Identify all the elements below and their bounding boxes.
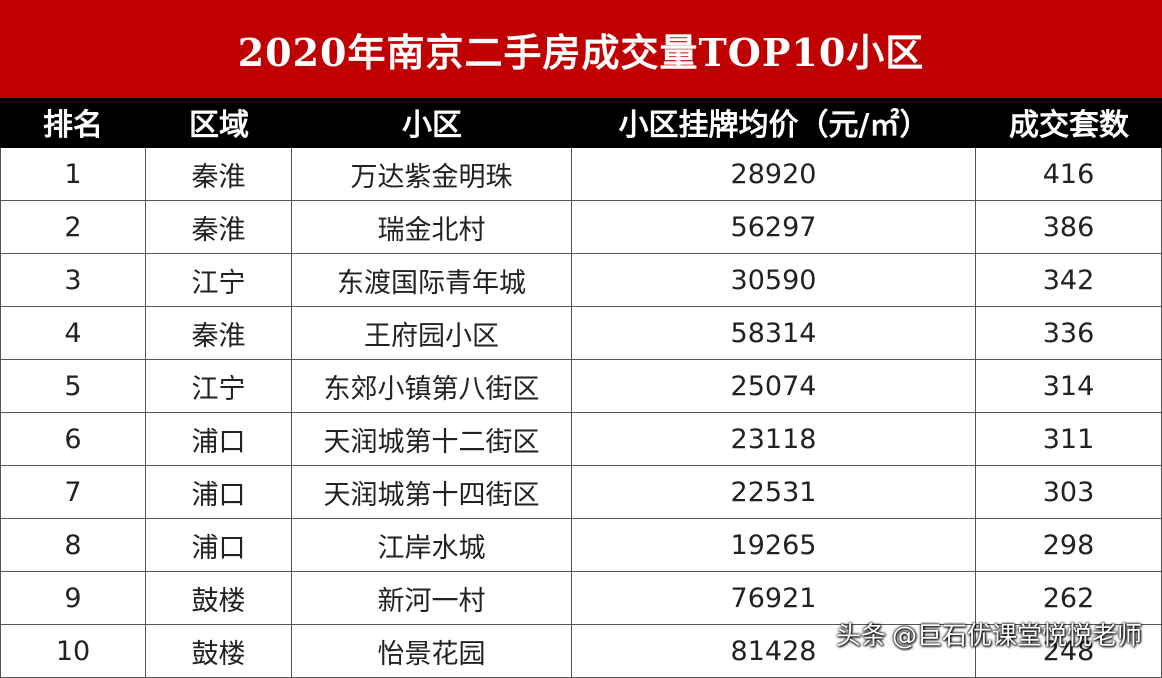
table-row: 8 浦口 江岸水城 19265 298 — [0, 519, 1162, 572]
cell-community: 瑞金北村 — [292, 201, 572, 253]
cell-avg-price: 23118 — [572, 413, 976, 465]
cell-district: 浦口 — [146, 519, 292, 571]
cell-avg-price: 56297 — [572, 201, 976, 253]
cell-rank: 9 — [0, 572, 146, 624]
page-title: 2020年南京二手房成交量TOP10小区 — [237, 29, 925, 75]
table-row: 6 浦口 天润城第十二街区 23118 311 — [0, 413, 1162, 466]
cell-district: 江宁 — [146, 254, 292, 306]
cell-community: 江岸水城 — [292, 519, 572, 571]
cell-rank: 5 — [0, 360, 146, 412]
cell-avg-price: 19265 — [572, 519, 976, 571]
cell-rank: 4 — [0, 307, 146, 359]
cell-avg-price: 58314 — [572, 307, 976, 359]
table-row: 1 秦淮 万达紫金明珠 28920 416 — [0, 148, 1162, 201]
cell-deal-count: 386 — [976, 201, 1162, 253]
cell-district: 浦口 — [146, 413, 292, 465]
cell-community: 怡景花园 — [292, 625, 572, 677]
table-row: 9 鼓楼 新河一村 76921 262 — [0, 572, 1162, 625]
cell-avg-price: 22531 — [572, 466, 976, 518]
cell-community: 天润城第十四街区 — [292, 466, 572, 518]
cell-district: 鼓楼 — [146, 625, 292, 677]
table-row: 3 江宁 东渡国际青年城 30590 342 — [0, 254, 1162, 307]
cell-avg-price: 76921 — [572, 572, 976, 624]
cell-rank: 10 — [0, 625, 146, 677]
cell-avg-price: 28920 — [572, 148, 976, 200]
cell-district: 鼓楼 — [146, 572, 292, 624]
cell-community: 东渡国际青年城 — [292, 254, 572, 306]
cell-avg-price: 81428 — [572, 625, 976, 677]
cell-district: 秦淮 — [146, 307, 292, 359]
watermark: 头条 @巨石优课堂悦悦老师 — [836, 616, 1142, 652]
cell-rank: 2 — [0, 201, 146, 253]
cell-community: 王府园小区 — [292, 307, 572, 359]
table-row: 7 浦口 天润城第十四街区 22531 303 — [0, 466, 1162, 519]
watermark-text: @巨石优课堂悦悦老师 — [891, 621, 1142, 650]
header-rank: 排名 — [43, 108, 103, 143]
table-row: 4 秦淮 王府园小区 58314 336 — [0, 307, 1162, 360]
cell-deal-count: 342 — [976, 254, 1162, 306]
cell-deal-count: 311 — [976, 413, 1162, 465]
cell-rank: 3 — [0, 254, 146, 306]
cell-deal-count: 416 — [976, 148, 1162, 200]
cell-rank: 7 — [0, 466, 146, 518]
cell-deal-count: 314 — [976, 360, 1162, 412]
cell-community: 天润城第十二街区 — [292, 413, 572, 465]
header-avg-price: 小区挂牌均价（元/㎡） — [618, 108, 930, 143]
header-community: 小区 — [402, 108, 462, 143]
cell-rank: 6 — [0, 413, 146, 465]
cell-community: 东郊小镇第八街区 — [292, 360, 572, 412]
cell-community: 新河一村 — [292, 572, 572, 624]
toutiao-logo: 头条 — [835, 621, 886, 650]
title-banner: 2020年南京二手房成交量TOP10小区 — [0, 0, 1162, 98]
header-district: 区域 — [189, 108, 249, 143]
cell-avg-price: 30590 — [572, 254, 976, 306]
cell-deal-count: 336 — [976, 307, 1162, 359]
cell-district: 秦淮 — [146, 148, 292, 200]
cell-district: 浦口 — [146, 466, 292, 518]
cell-district: 江宁 — [146, 360, 292, 412]
table-row: 5 江宁 东郊小镇第八街区 25074 314 — [0, 360, 1162, 413]
cell-avg-price: 25074 — [572, 360, 976, 412]
table-body: 1 秦淮 万达紫金明珠 28920 416 2 秦淮 瑞金北村 56297 386 3 江宁 东渡国际青… — [0, 148, 1162, 678]
ranking-table: 排名 区域 小区 小区挂牌均价（元/㎡） 成交套数 1 秦淮 万达紫金明珠 28920… — [0, 98, 1162, 678]
cell-community: 万达紫金明珠 — [292, 148, 572, 200]
cell-deal-count: 298 — [976, 519, 1162, 571]
table-row: 2 秦淮 瑞金北村 56297 386 — [0, 201, 1162, 254]
header-deal-count: 成交套数 — [1009, 108, 1129, 143]
cell-district: 秦淮 — [146, 201, 292, 253]
cell-rank: 1 — [0, 148, 146, 200]
table-header: 排名 区域 小区 小区挂牌均价（元/㎡） 成交套数 — [0, 98, 1162, 148]
cell-deal-count: 303 — [976, 466, 1162, 518]
cell-rank: 8 — [0, 519, 146, 571]
